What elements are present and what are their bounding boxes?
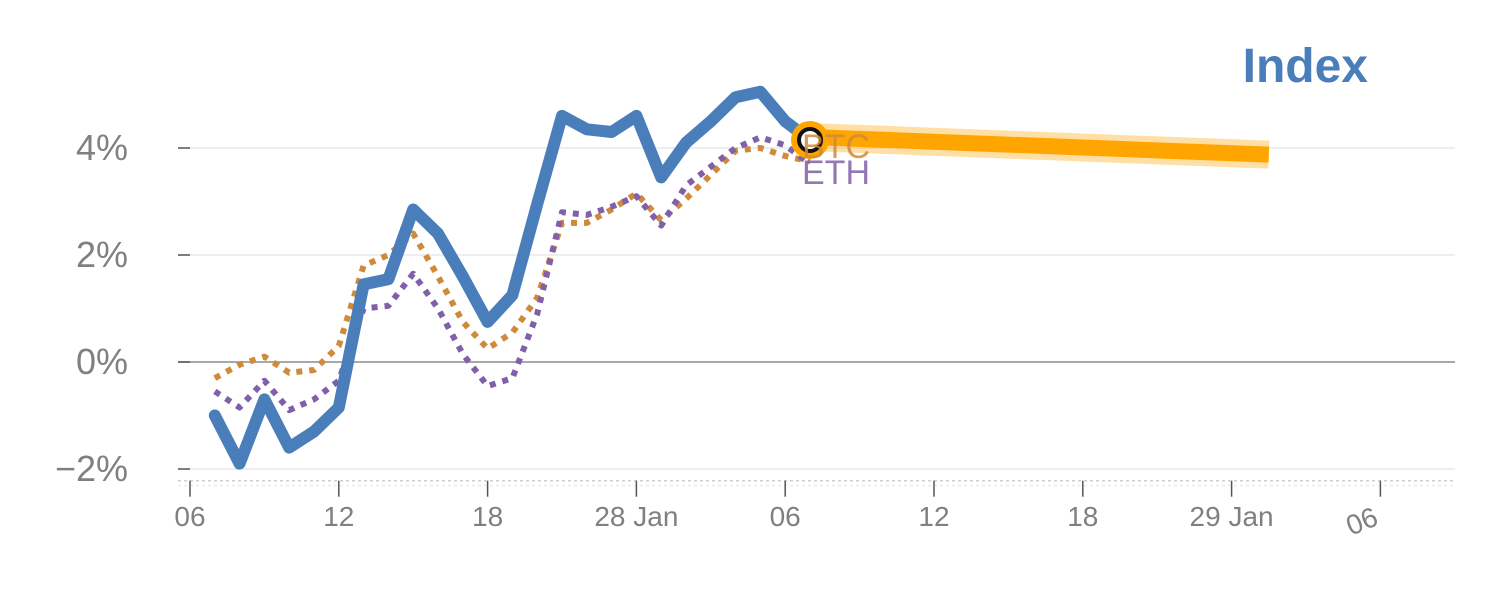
- highlight-line: [809, 128, 1270, 163]
- series-label-btc: BTC: [802, 128, 870, 166]
- x-tick-label: 06: [770, 501, 801, 532]
- x-axis: 06 12 18 28 Jan 06 12 18 29 Jan 06: [174, 479, 1455, 541]
- y-axis: −2% 0% 2% 4%: [55, 127, 190, 489]
- highlight-marker-inner: [797, 126, 823, 153]
- x-tick-label: 12: [918, 501, 949, 532]
- x-tick-label: 12: [323, 501, 354, 532]
- legend-title: Index: [1243, 40, 1369, 93]
- highlight-band: [791, 120, 1270, 169]
- series-lines: [208, 85, 816, 470]
- y-tick-label: −2%: [55, 448, 128, 489]
- x-tick-label: 06: [1342, 501, 1383, 541]
- y-tick-label: 4%: [76, 127, 128, 168]
- x-tick-label: 06: [174, 501, 205, 532]
- series-label-eth: ETH: [802, 154, 870, 192]
- x-tick-label: 18: [472, 501, 503, 532]
- x-tick-label: 29 Jan: [1190, 501, 1274, 532]
- series-line-eth: [213, 134, 812, 414]
- y-tick-label: 2%: [76, 234, 128, 275]
- y-tick-label: 0%: [76, 341, 128, 382]
- series-line-index: [208, 85, 816, 470]
- x-tick-label: 18: [1067, 501, 1098, 532]
- series-line-btc: [213, 145, 811, 381]
- grid-lines: [178, 147, 1455, 470]
- x-tick-label: 28 Jan: [594, 501, 678, 532]
